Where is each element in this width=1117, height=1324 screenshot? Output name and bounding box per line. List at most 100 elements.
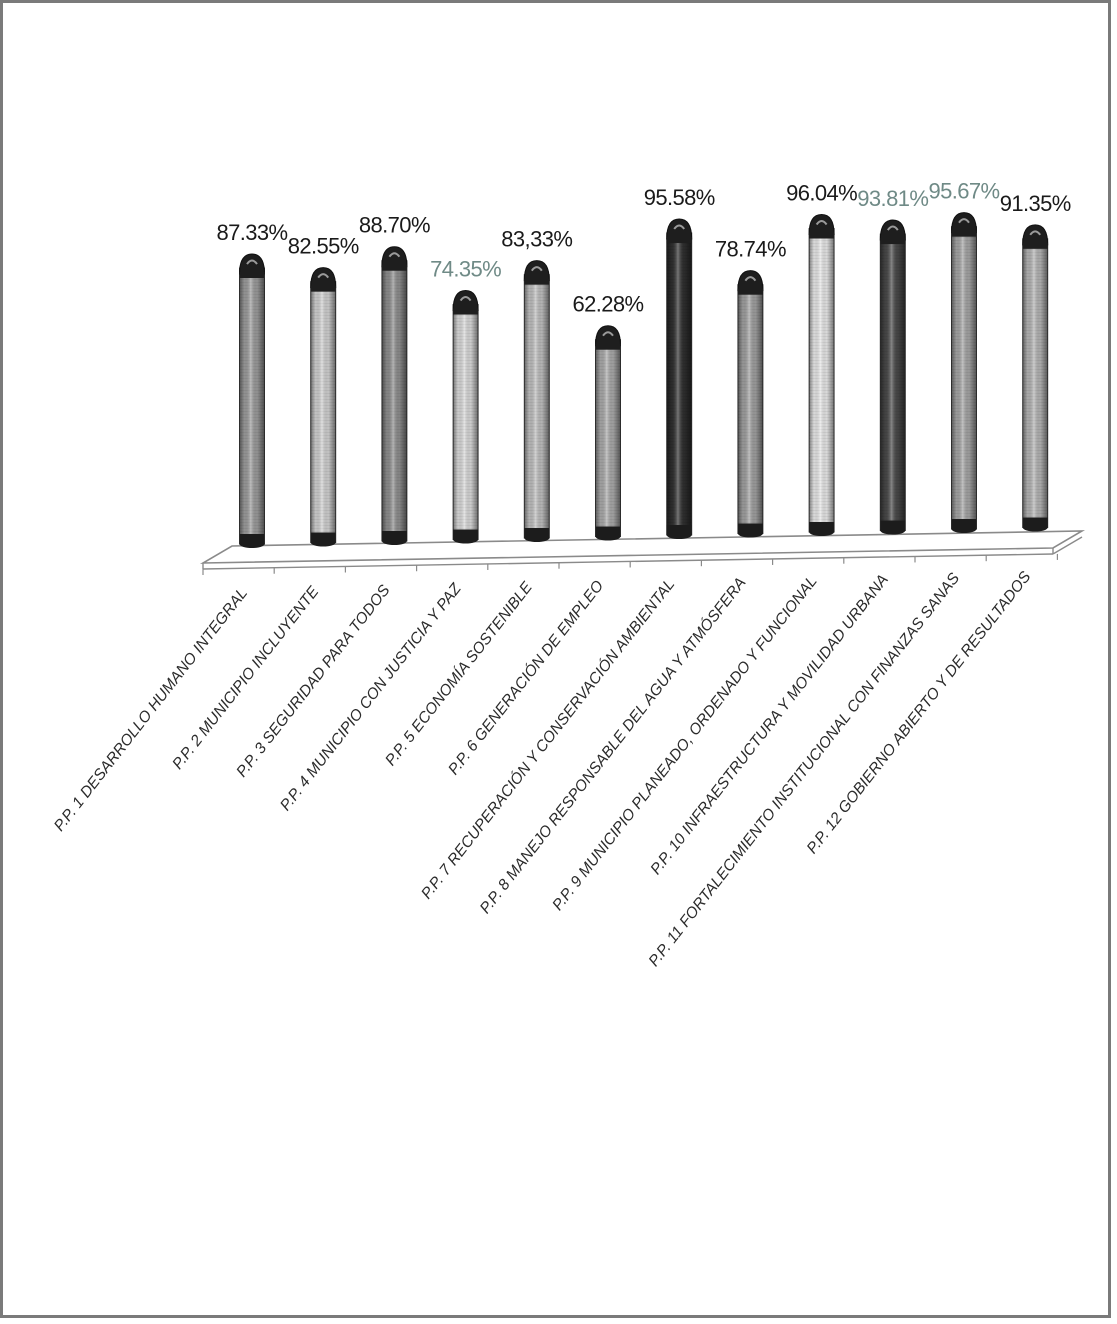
- bar-top: [238, 253, 266, 275]
- bar-top-highlight: [388, 252, 401, 258]
- bar-top: [1022, 224, 1049, 246]
- value-label: 95.67%: [928, 179, 999, 204]
- bar-base: [524, 528, 550, 538]
- value-label: 96.04%: [786, 181, 857, 206]
- category-label: P.P. 9 MUNICIPIO PLANEADO, ORDENADO Y FU…: [549, 573, 820, 914]
- bar-base: [666, 525, 692, 535]
- bar-base: [595, 526, 621, 537]
- value-label: 91.35%: [1000, 191, 1071, 216]
- bar-base: [453, 529, 479, 540]
- bar-top: [879, 219, 906, 241]
- bar-shading: [310, 281, 336, 543]
- bar-base: [809, 522, 835, 532]
- bar: [594, 325, 622, 541]
- bar-base-ellipse: [310, 538, 336, 547]
- bar-shading: [595, 339, 621, 537]
- bar: [808, 214, 835, 536]
- value-label: 88.70%: [359, 213, 430, 238]
- value-labels-group: 87.33%82.55%88.70%74.35%83,33% 62.28% 95.5…: [216, 179, 1071, 317]
- bar-top: [523, 260, 550, 282]
- bar-shading: [381, 260, 407, 541]
- bar-top: [808, 214, 835, 236]
- value-label: 82.55%: [288, 234, 359, 259]
- category-label: P.P. 7 RECUPERACIÓN Y CONSERVACIÓN AMBIE…: [418, 576, 678, 902]
- chart-floor: [199, 530, 1086, 575]
- bar: [381, 246, 408, 545]
- bar-base-ellipse: [524, 534, 550, 542]
- bar-top-band: [453, 308, 479, 315]
- bar: [238, 253, 266, 548]
- bar-top-band: [666, 236, 692, 243]
- bar-chart: 87.33%82.55%88.70%74.35%83,33% 62.28% 95.5…: [51, 179, 1086, 970]
- bar-top-highlight: [246, 259, 258, 265]
- bar-shading: [666, 232, 692, 535]
- bar-shading: [951, 226, 977, 529]
- bar-base-ellipse: [1022, 523, 1048, 532]
- bar-shading: [1022, 238, 1048, 528]
- bar-base-ellipse: [809, 528, 835, 536]
- bar-top-band: [880, 238, 906, 245]
- bar-base: [381, 531, 407, 541]
- bar-top-highlight: [673, 224, 686, 230]
- bar: [310, 267, 337, 547]
- bar-top-highlight: [530, 266, 543, 272]
- bar-top-highlight: [1029, 230, 1042, 236]
- bar: [950, 212, 978, 533]
- bar-top-highlight: [602, 331, 614, 337]
- floor-top: [199, 530, 1086, 564]
- bar-base: [239, 534, 265, 544]
- bar-shading: [453, 304, 479, 540]
- bar-top: [452, 290, 479, 312]
- bar-top-band: [310, 285, 336, 292]
- bar-base-ellipse: [666, 531, 692, 539]
- category-label: P.P. 10 INFRAESTRUCTURA Y MOVILIDAD URBA…: [647, 571, 892, 877]
- bar-base: [310, 532, 336, 543]
- bar-shading: [737, 284, 763, 534]
- bar-top-band: [737, 288, 763, 295]
- bar-base: [1022, 517, 1048, 528]
- bar-top-band: [951, 230, 977, 237]
- bar: [879, 219, 906, 535]
- bar-top-band: [1022, 242, 1048, 249]
- bar-top-band: [595, 343, 621, 350]
- category-label: P.P. 2 MUNICIPIO INCLUYENTE: [169, 583, 322, 773]
- category-label: P.P. 6 GENERACIÓN DE EMPLEO: [445, 577, 607, 778]
- bar-top-highlight: [815, 220, 828, 226]
- floor-edge: [202, 553, 1054, 570]
- bar-top-band: [239, 272, 265, 279]
- value-label: 83,33%: [501, 227, 572, 252]
- value-label: 95.58%: [644, 185, 715, 210]
- bar-shading: [880, 234, 906, 531]
- category-label: P.P. 8 MANEJO RESPONSABLE DEL AGUA Y ATM…: [477, 574, 750, 916]
- bar-top-highlight: [886, 225, 899, 231]
- bar-base-ellipse: [595, 532, 621, 541]
- bar-top-band: [381, 264, 407, 271]
- bar-top-highlight: [317, 273, 330, 279]
- bar: [452, 290, 479, 544]
- value-label: 62.28%: [572, 292, 643, 317]
- bar-top-highlight: [744, 276, 757, 282]
- bar-top: [381, 246, 408, 268]
- floor-edge: [1052, 536, 1083, 555]
- bar-base-ellipse: [737, 529, 763, 538]
- bar-base-ellipse: [453, 535, 479, 544]
- bar-top-highlight: [958, 218, 970, 224]
- bar-top: [737, 270, 764, 292]
- bar: [1022, 224, 1049, 532]
- bar-shading: [524, 274, 550, 538]
- bar: [737, 270, 764, 538]
- value-label: 74.35%: [430, 257, 501, 282]
- bar-base-ellipse: [880, 526, 906, 535]
- bar-shading: [809, 228, 835, 532]
- bar-top: [666, 218, 693, 240]
- bar-top: [310, 267, 337, 289]
- value-label: 78.74%: [715, 237, 786, 262]
- bar-base: [880, 520, 906, 531]
- bar-base-ellipse: [951, 525, 977, 533]
- bar-top-band: [809, 232, 835, 239]
- bar-shading: [239, 268, 265, 544]
- bar-base: [737, 523, 763, 534]
- bar: [523, 260, 550, 542]
